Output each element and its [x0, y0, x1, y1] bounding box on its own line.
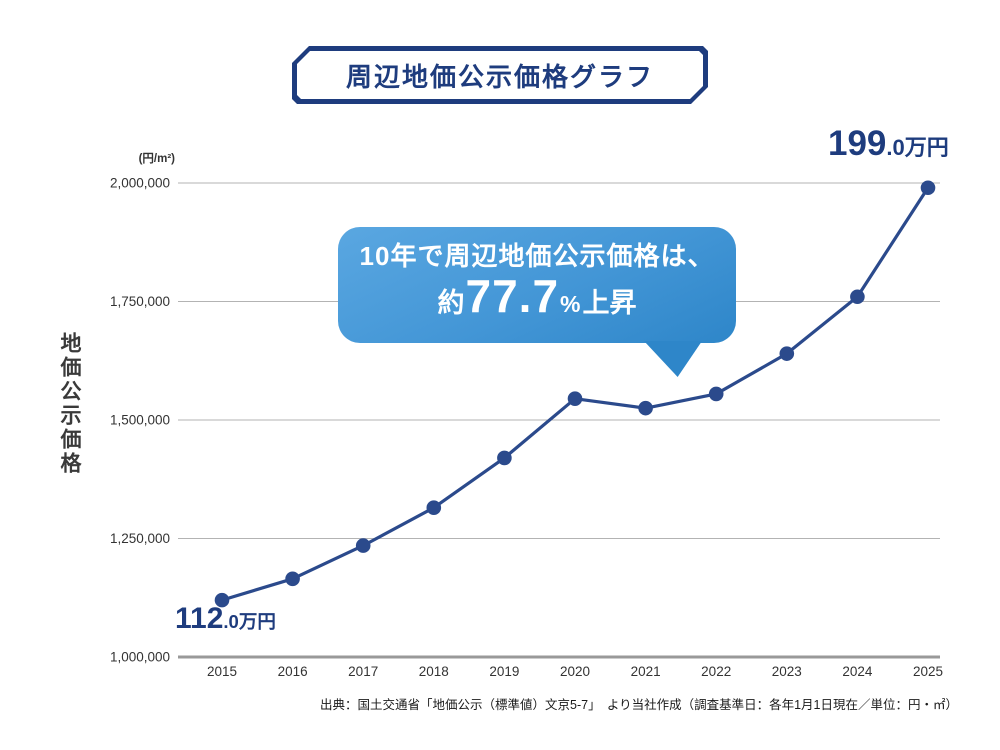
data-point-2021 [638, 400, 653, 416]
data-point-2024 [850, 289, 865, 305]
x-tick-label: 2023 [772, 664, 802, 679]
x-tick-label: 2018 [419, 664, 449, 679]
callout-suffix: 上昇 [582, 288, 637, 318]
y-tick-label: 2,000,000 [110, 176, 170, 191]
callout-prefix: 約 [437, 288, 465, 318]
data-point-2015 [214, 592, 230, 608]
x-tick-label: 2020 [560, 664, 590, 679]
callout-percent-value: 77.7 [465, 270, 560, 322]
y-tick-label: 1,250,000 [110, 531, 170, 546]
source-note: 出典：国土交通省「地価公示（標準値）文京5-7」 より当社作成（調査基準日：各年… [320, 698, 958, 712]
y-axis-unit: (円/m²) [138, 153, 175, 165]
end-value-label: 199.0万円 [828, 124, 949, 164]
callout-line1: 10年で周辺地価公示価格は、 [359, 241, 715, 271]
x-tick-label: 2015 [207, 664, 237, 679]
x-tick-label: 2025 [913, 664, 943, 679]
data-point-2019 [497, 450, 512, 466]
start-value-unit: .0万円 [223, 611, 276, 632]
data-point-2018 [426, 500, 442, 515]
data-point-2016 [285, 571, 300, 587]
y-tick-label: 1,750,000 [110, 294, 170, 309]
callout-line2: 約 77.7% 上昇 [338, 270, 736, 330]
y-tick-label: 1,500,000 [110, 413, 170, 428]
data-point-2022 [708, 386, 724, 402]
start-value-label: 112.0万円 [175, 602, 276, 636]
data-point-2023 [779, 346, 795, 361]
data-point-2025 [920, 180, 936, 196]
data-point-2017 [355, 538, 371, 553]
x-tick-label: 2021 [631, 664, 661, 679]
chart-title-box: 周辺地価公示価格グラフ [292, 46, 708, 104]
x-tick-label: 2019 [489, 664, 519, 679]
x-tick-label: 2017 [348, 664, 378, 679]
x-tick-label: 2024 [842, 664, 873, 679]
page-title: 周辺地価公示価格グラフ [345, 61, 654, 92]
end-value-number: 199 [828, 124, 887, 163]
start-value-number: 112 [175, 602, 224, 635]
x-tick-label: 2016 [278, 664, 308, 679]
callout-percent-sign: % [560, 291, 581, 317]
chart-title-frame: 周辺地価公示価格グラフ [297, 51, 703, 99]
y-tick-label: 1,000,000 [110, 650, 170, 665]
x-tick-label: 2022 [701, 664, 731, 679]
end-value-unit: .0万円 [886, 135, 949, 160]
y-axis-title: 地価公示価格 [58, 332, 81, 476]
data-point-2020 [567, 391, 583, 406]
callout-bubble: 10年で周辺地価公示価格は、 約 77.7% 上昇 [338, 227, 736, 377]
